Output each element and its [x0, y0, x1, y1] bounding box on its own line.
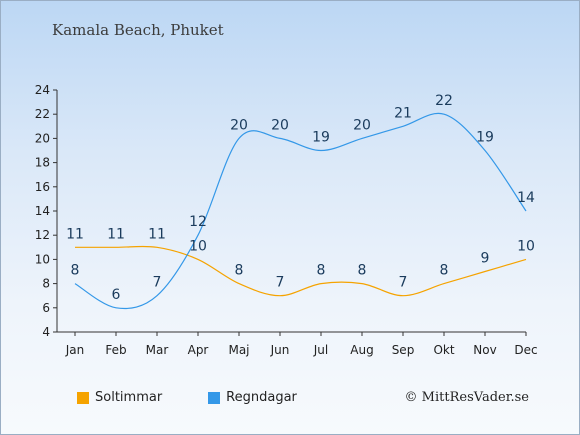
axes: 4 6 8 10 12 14 16 18 20 22 24 Jan Feb Mar Apr Maj Jun Jul…: [35, 83, 538, 357]
x-tick-label: Sep: [392, 343, 415, 357]
x-tick-label: Dec: [514, 343, 537, 357]
data-labels: 11 11 11 10 8 7 8 8 7 8 9 10 8 6 7 12 20 20 19 20 21 22 19 14: [66, 93, 535, 303]
data-label-soltimmar: 8: [440, 263, 449, 279]
data-label-soltimmar: 11: [66, 226, 84, 242]
data-label-regndagar: 6: [112, 287, 121, 303]
data-label-regndagar: 20: [230, 117, 248, 133]
data-label-soltimmar: 7: [276, 275, 285, 291]
x-tick-label: Jul: [313, 343, 328, 357]
data-label-soltimmar: 10: [517, 238, 535, 254]
x-tick-label: Okt: [433, 343, 454, 357]
data-label-soltimmar: 7: [399, 275, 408, 291]
data-label-soltimmar: 8: [317, 263, 326, 279]
series-lines: [74, 112, 527, 310]
data-label-soltimmar: 8: [358, 263, 367, 279]
y-tick-label: 14: [35, 204, 50, 218]
data-label-soltimmar: 10: [189, 238, 207, 254]
series-line-regndagar: [74, 112, 527, 310]
y-tick-label: 8: [42, 277, 50, 291]
y-tick-label: 24: [35, 83, 50, 97]
data-label-regndagar: 20: [353, 117, 371, 133]
data-label-regndagar: 20: [271, 117, 289, 133]
data-label-regndagar: 19: [476, 130, 494, 146]
legend-label-soltimmar: Soltimmar: [95, 390, 163, 405]
legend-item-soltimmar: Soltimmar: [77, 390, 162, 405]
y-tick-label: 4: [42, 325, 50, 339]
data-label-soltimmar: 9: [481, 251, 490, 267]
y-tick-label: 10: [35, 252, 50, 266]
data-label-regndagar: 22: [435, 93, 453, 109]
data-label-regndagar: 19: [312, 130, 330, 146]
x-tick-label: Nov: [473, 343, 496, 357]
legend-swatch-soltimmar: [77, 391, 89, 404]
data-label-soltimmar: 8: [235, 263, 244, 279]
y-tick-label: 22: [35, 107, 50, 121]
x-tick-label: Maj: [228, 343, 249, 357]
series-line-soltimmar: [74, 245, 527, 297]
x-tick-label: Mar: [146, 343, 169, 357]
data-label-regndagar: 21: [394, 105, 412, 121]
y-tick-label: 12: [35, 228, 50, 242]
data-label-soltimmar: 11: [107, 226, 125, 242]
y-tick-label: 20: [35, 131, 50, 145]
x-tick-label: Jun: [270, 343, 290, 357]
x-tick-label: Apr: [188, 343, 209, 357]
y-tick-label: 6: [42, 301, 50, 315]
copyright-notice: © MittResVader.se: [404, 390, 529, 405]
x-tick-label: Feb: [105, 343, 126, 357]
chart-title: Kamala Beach, Phuket: [52, 21, 224, 39]
x-tick-label: Aug: [350, 343, 373, 357]
data-label-soltimmar: 11: [148, 226, 166, 242]
data-label-regndagar: 7: [153, 275, 162, 291]
data-label-regndagar: 8: [71, 263, 80, 279]
legend: Soltimmar Regndagar: [77, 390, 343, 405]
y-tick-label: 16: [35, 180, 50, 194]
legend-label-regndagar: Regndagar: [226, 390, 297, 405]
legend-swatch-regndagar: [208, 391, 221, 404]
data-label-regndagar: 12: [189, 214, 207, 230]
y-tick-label: 18: [35, 156, 50, 170]
x-tick-label: Jan: [65, 343, 85, 357]
data-label-regndagar: 14: [517, 190, 535, 206]
legend-item-regndagar: Regndagar: [208, 390, 297, 405]
